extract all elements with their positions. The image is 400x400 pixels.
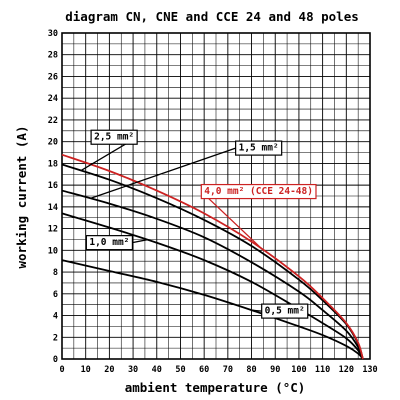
annotation-box <box>85 235 134 251</box>
y-tick-label: 26 <box>48 72 58 82</box>
tick-labels: 0 10 20 30 40 50 60 70 80 90 100 110 120 130024681012… <box>48 29 378 375</box>
x-tick-label: 40 <box>152 365 162 375</box>
x-tick-label: 60 <box>199 365 209 375</box>
annotation-leader-line <box>251 309 262 312</box>
y-tick-label: 20 <box>48 138 58 148</box>
y-tick-label: 6 <box>53 290 58 300</box>
y-tick-label: 10 <box>48 246 58 256</box>
x-axis-label: ambient temperature (°C) <box>125 380 306 395</box>
y-tick-label: 2 <box>53 333 58 343</box>
y-tick-label: 8 <box>53 268 58 278</box>
chart-title: diagram CN, CNE and CCE 24 and 48 poles <box>65 9 359 24</box>
x-tick-label: 100 <box>291 365 306 375</box>
x-tick-label: 90 <box>270 365 280 375</box>
y-tick-label: 18 <box>48 159 58 169</box>
annotation-leader-line <box>90 147 236 200</box>
y-tick-label: 0 <box>53 355 58 365</box>
annotation-box <box>200 183 317 200</box>
series-line-5 <box>61 153 364 360</box>
y-tick-label: 22 <box>48 116 58 126</box>
x-tick-label: 80 <box>246 365 256 375</box>
annotation-label: 1,5 mm² <box>239 143 279 154</box>
y-tick-label: 14 <box>48 203 58 213</box>
y-tick-label: 12 <box>48 225 58 235</box>
annotation-box <box>261 303 309 319</box>
annotation-leader-line <box>200 191 264 251</box>
annotation-label: 2,5 mm² <box>94 132 134 143</box>
series-line-2 <box>61 212 364 360</box>
annotation-leader-line <box>132 239 148 244</box>
annotation-label: 1,0 mm² <box>89 237 129 248</box>
y-tick-label: 16 <box>48 181 58 191</box>
x-tick-label: 0 <box>59 365 64 375</box>
annotation-label: 0,5 mm² <box>265 306 305 317</box>
annotation-box <box>90 129 138 145</box>
annotation-label: 4,0 mm² (CCE 24-48) <box>204 186 313 197</box>
x-tick-label: 10 <box>81 365 91 375</box>
y-axis-label: working current (A) <box>14 126 29 269</box>
x-tick-label: 30 <box>128 365 138 375</box>
x-tick-label: 110 <box>315 365 330 375</box>
series-line-3 <box>61 189 364 360</box>
annotations: 0,5 mm² 1,0 mm² 1,5 mm² 2,5 mm² 4,0 mm² (CCE… <box>80 129 317 319</box>
y-tick-label: 24 <box>48 94 58 104</box>
x-tick-label: 20 <box>104 365 114 375</box>
annotation-box <box>235 140 283 156</box>
x-tick-label: 130 <box>362 365 377 375</box>
y-tick-label: 30 <box>48 29 58 39</box>
x-tick-label: 120 <box>339 365 354 375</box>
y-tick-label: 28 <box>48 51 58 61</box>
x-tick-label: 70 <box>223 365 233 375</box>
x-tick-label: 50 <box>175 365 185 375</box>
y-tick-label: 4 <box>53 312 58 322</box>
